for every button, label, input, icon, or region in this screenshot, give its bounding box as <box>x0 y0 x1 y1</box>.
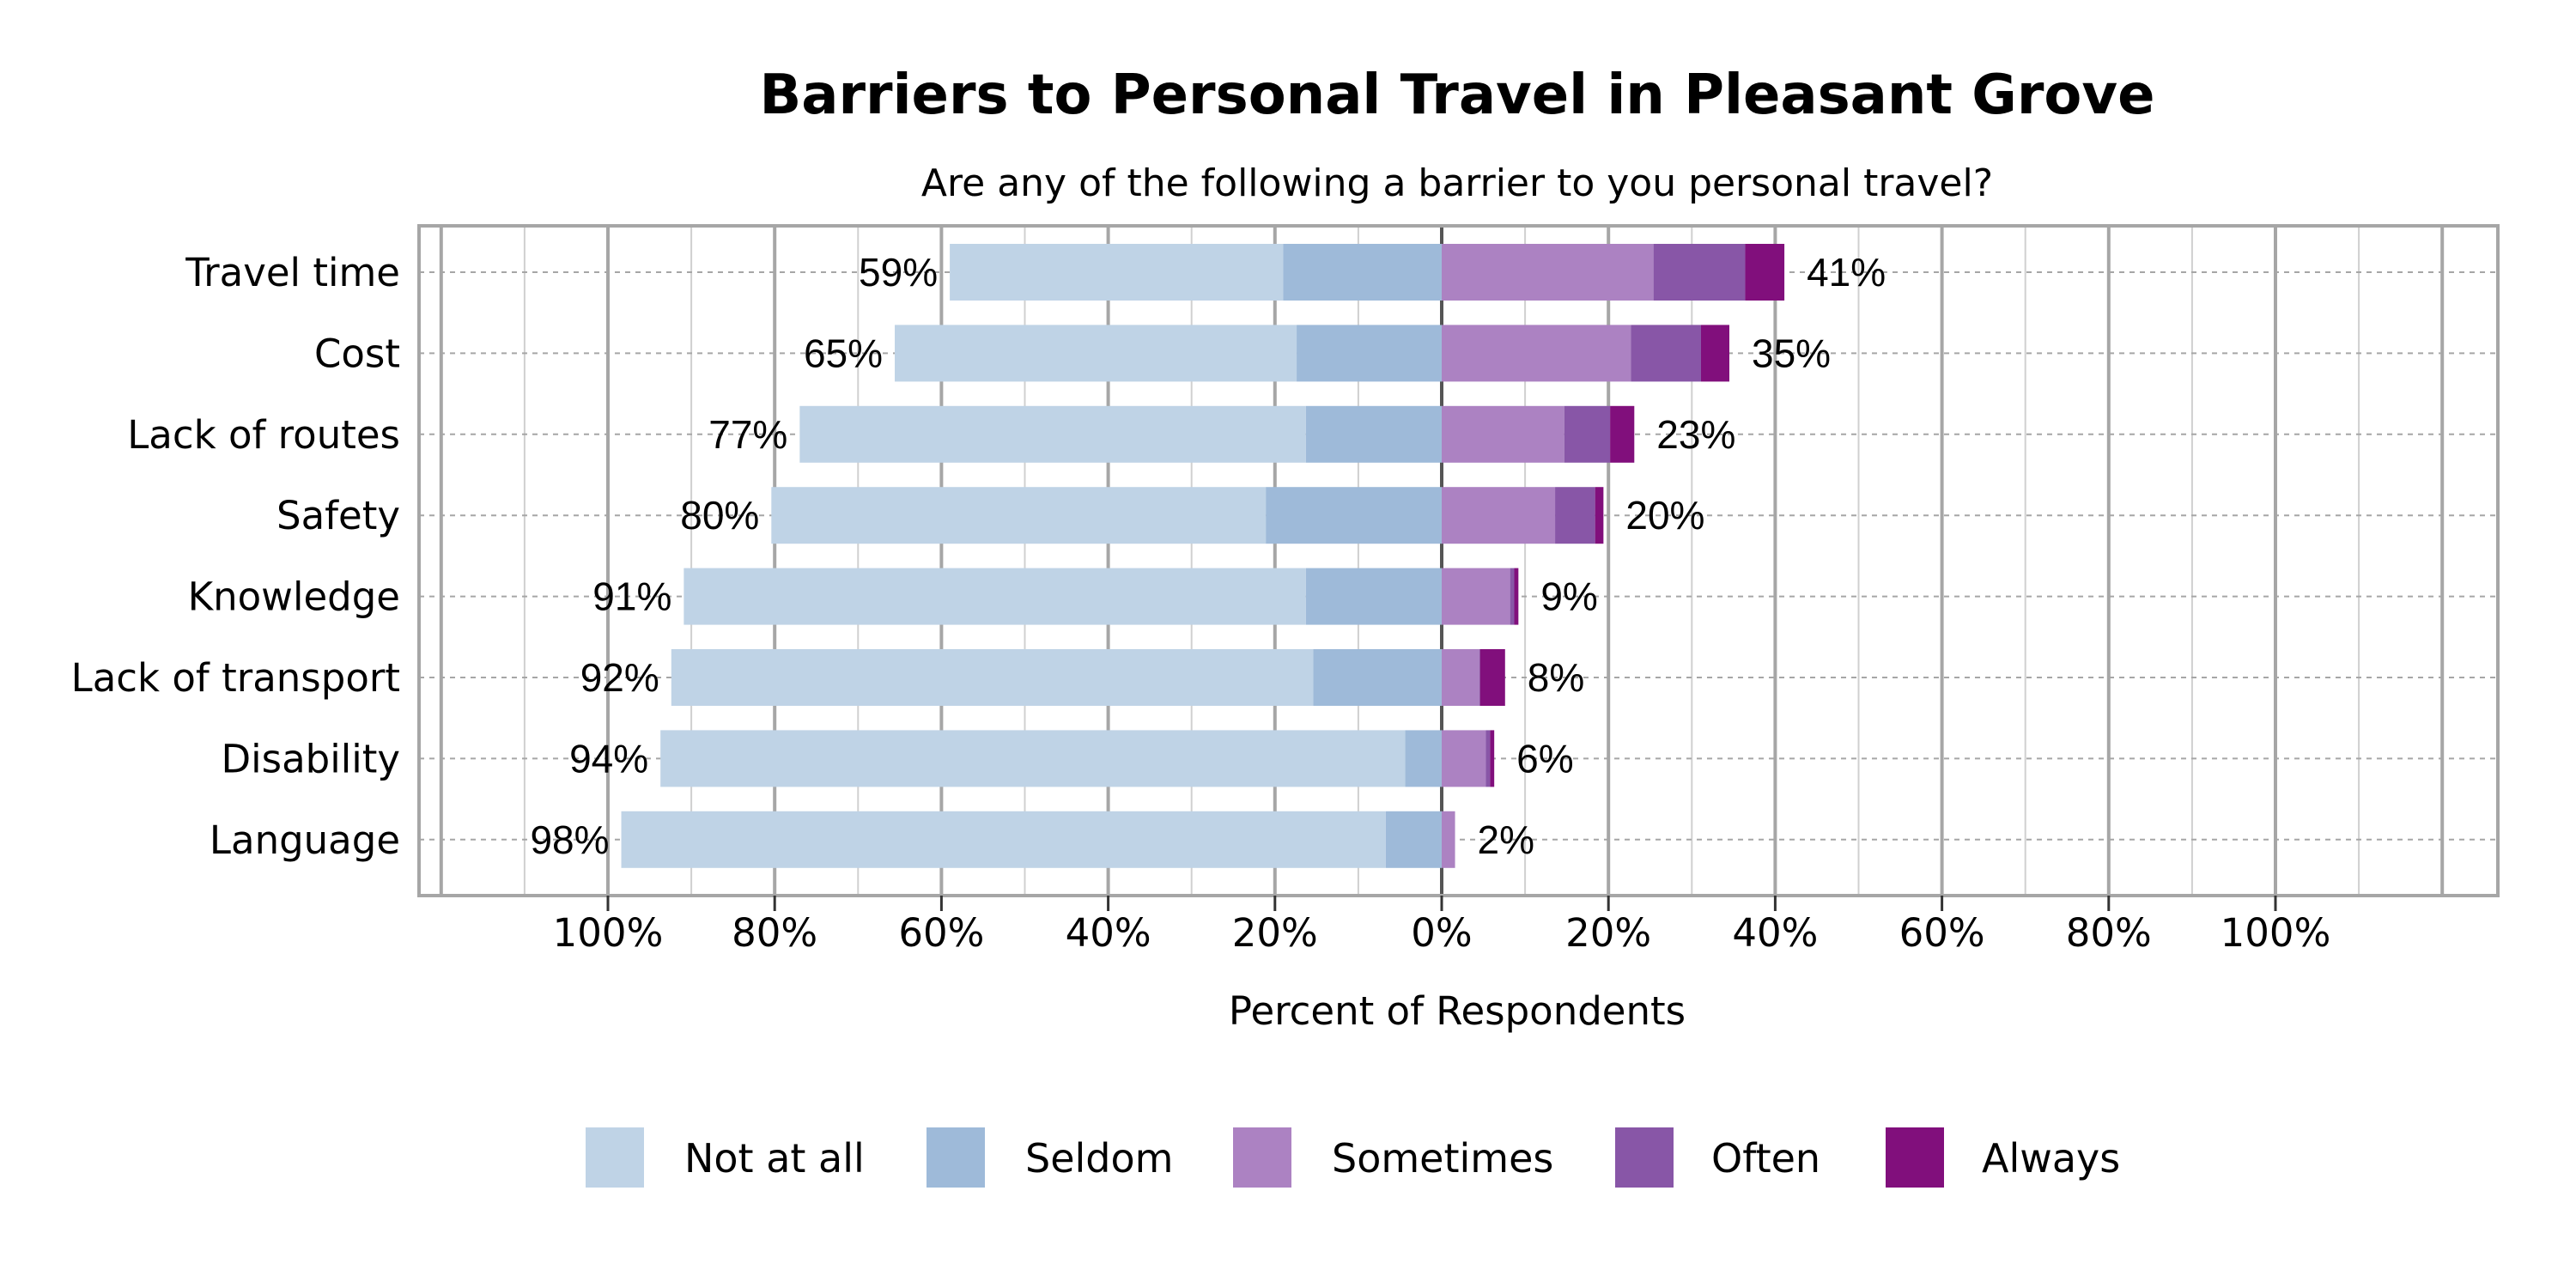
bar-segment-seldom <box>1283 244 1442 301</box>
category-label: Disability <box>221 736 400 781</box>
value-labels: 59% 41% 65% 35% 77% 23% 80% 20% 91% 9% 92% 8% 94% 6% 9… <box>530 250 1886 862</box>
bar-segment-always <box>1479 649 1505 706</box>
left-total-label: 65% <box>804 331 883 375</box>
tick-label: 40% <box>1066 910 1151 956</box>
bar-segment-seldom <box>1305 405 1442 463</box>
bar-segment-sometimes <box>1442 568 1510 625</box>
bar-segment-not-at-all <box>683 568 1306 625</box>
tick-label: 80% <box>2066 910 2152 956</box>
bar-segment-sometimes <box>1442 730 1486 787</box>
bar-segment-often <box>1631 325 1701 382</box>
legend-swatch <box>1886 1127 1944 1188</box>
category-label: Lack of transport <box>71 655 400 701</box>
legend-label: Often <box>1711 1135 1820 1182</box>
bar-segment-seldom <box>1313 649 1442 706</box>
bar-segment-not-at-all <box>950 244 1284 301</box>
bar-segment-often <box>1510 568 1515 625</box>
legend-label: Sometimes <box>1332 1135 1553 1182</box>
bar-segment-often <box>1479 649 1480 706</box>
right-total-label: 35% <box>1752 331 1831 375</box>
bar-segment-sometimes <box>1442 244 1654 301</box>
left-total-label: 80% <box>680 493 759 538</box>
legend-label: Seldom <box>1025 1135 1173 1182</box>
tick-label: 20% <box>1232 910 1318 956</box>
bar-segment-not-at-all <box>621 811 1386 868</box>
x-axis-title: Percent of Respondents <box>1229 988 1686 1034</box>
legend-label: Not at all <box>684 1135 865 1182</box>
left-total-label: 92% <box>580 655 659 700</box>
tick-label: 100% <box>553 910 664 956</box>
bar-segment-often <box>1564 405 1611 463</box>
bar-segment-not-at-all <box>660 730 1406 787</box>
bar-segment-sometimes <box>1442 325 1631 382</box>
legend-swatch <box>927 1127 985 1188</box>
category-label: Lack of routes <box>127 412 400 458</box>
tick-label: 0% <box>1411 910 1472 956</box>
left-total-label: 94% <box>569 736 648 781</box>
bar-segment-sometimes <box>1442 487 1556 544</box>
legend-label: Always <box>1982 1135 2120 1182</box>
chart-title: Barriers to Personal Travel in Pleasant … <box>760 64 2155 127</box>
bar-segment-often <box>1555 487 1595 544</box>
left-total-label: 98% <box>530 817 609 862</box>
bar-segment-seldom <box>1266 487 1442 544</box>
bar-segment-sometimes <box>1442 811 1455 868</box>
right-total-label: 2% <box>1478 817 1534 862</box>
legend-swatch <box>1233 1127 1291 1188</box>
bar-segment-sometimes <box>1442 649 1479 706</box>
tick-label: 60% <box>898 910 984 956</box>
bar-segment-often <box>1653 244 1746 301</box>
bar-segment-not-at-all <box>771 487 1267 544</box>
bar-segment-seldom <box>1297 325 1442 382</box>
x-axis-ticks: 100% 80% 60% 40% 20% 0% 20% 40% 60% 80% 100% <box>553 896 2331 956</box>
bar-segment-always <box>1514 568 1519 625</box>
bar-segment-often <box>1485 730 1491 787</box>
right-total-label: 9% <box>1540 574 1597 619</box>
tick-label: 60% <box>1899 910 1985 956</box>
bar-segment-seldom <box>1405 730 1442 787</box>
tick-label: 20% <box>1565 910 1651 956</box>
plot-frame <box>417 224 2500 897</box>
tick-label: 40% <box>1732 910 1818 956</box>
category-labels: Travel time Cost Lack of routes Safety Knowl… <box>71 250 400 863</box>
bar-segment-always <box>1595 487 1604 544</box>
right-total-label: 8% <box>1528 655 1584 700</box>
bar-segment-always <box>1700 325 1729 382</box>
bar-segment-always <box>1745 244 1785 301</box>
right-total-label: 20% <box>1625 493 1704 538</box>
tick-label: 80% <box>732 910 817 956</box>
category-label: Cost <box>314 331 400 376</box>
right-total-label: 6% <box>1516 736 1573 781</box>
legend: Not at all Seldom Sometimes Often Always <box>586 1127 2120 1188</box>
bar-segment-not-at-all <box>671 649 1314 706</box>
chart-subtitle: Are any of the following a barrier to yo… <box>921 161 1993 205</box>
category-label: Safety <box>276 493 400 538</box>
bars <box>621 244 1785 868</box>
bar-segment-always <box>1610 405 1635 463</box>
right-total-label: 23% <box>1656 412 1735 457</box>
bar-segment-not-at-all <box>895 325 1297 382</box>
bar-segment-seldom <box>1305 568 1442 625</box>
left-total-label: 59% <box>859 250 938 295</box>
bar-segment-always <box>1490 730 1495 787</box>
category-label: Knowledge <box>188 574 400 620</box>
bar-segment-seldom <box>1385 811 1442 868</box>
bar-segment-sometimes <box>1442 405 1564 463</box>
left-total-label: 77% <box>708 412 787 457</box>
left-total-label: 91% <box>592 574 671 619</box>
category-label: Language <box>210 817 400 863</box>
category-label: Travel time <box>185 250 400 295</box>
legend-swatch <box>586 1127 644 1188</box>
legend-swatch <box>1615 1127 1674 1188</box>
tick-label: 100% <box>2221 910 2331 956</box>
right-total-label: 41% <box>1807 250 1886 295</box>
bar-segment-not-at-all <box>799 405 1306 463</box>
